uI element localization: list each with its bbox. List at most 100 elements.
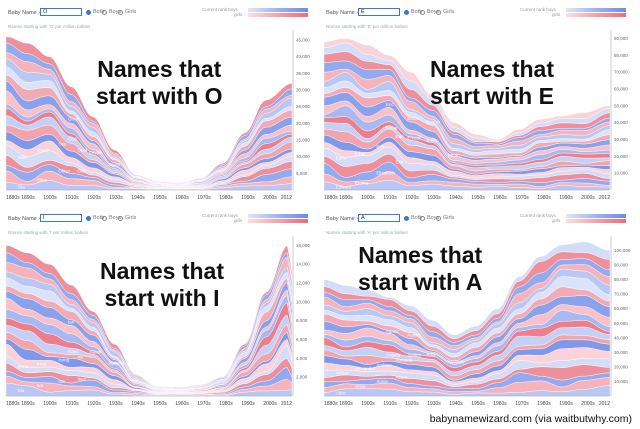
gender-radio-boys[interactable]: Boys xyxy=(420,9,439,15)
chart-subtitle: Names starting with 'A' per million babi… xyxy=(326,230,408,235)
y-tick-label: 4,000 xyxy=(296,356,308,361)
x-tick-label: 2000s xyxy=(263,195,277,201)
chart-subtitle: Names starting with 'I' per million babi… xyxy=(8,230,89,235)
x-tick-label: 1880s xyxy=(6,401,20,407)
radio-label: Boys xyxy=(427,215,440,221)
gender-radio-both[interactable]: Both xyxy=(404,9,422,15)
x-tick-label: 1960s xyxy=(493,401,507,407)
series-label: Ida xyxy=(18,388,25,393)
x-tick-label: 2000s xyxy=(263,401,277,407)
scale-swatch-boys xyxy=(248,8,308,12)
baby-name-input[interactable]: A xyxy=(358,214,400,222)
radio-label: Girls xyxy=(443,9,455,15)
x-tick-label: 2012 xyxy=(599,401,610,407)
x-tick-label: 1910s xyxy=(383,195,397,201)
radio-label: Girls xyxy=(443,215,455,221)
baby-name-input[interactable]: E xyxy=(358,8,400,16)
series-label: Ivan xyxy=(130,377,139,382)
chart-panel-i: Baby Name › I Both Boys Girls Current rank bo… xyxy=(4,210,316,410)
x-tick-label: 1950s xyxy=(471,401,485,407)
x-tick-label: 1960s xyxy=(493,195,507,201)
overlay-caption: Names that start with A xyxy=(358,242,482,296)
x-tick-label: 1910s xyxy=(383,401,397,407)
baby-name-input[interactable]: O xyxy=(40,8,82,16)
chart-subtitle: Names starting with 'E' per million babi… xyxy=(326,24,408,29)
x-tick-label: 1920s xyxy=(405,401,419,407)
y-tick-label: 14,000 xyxy=(296,262,310,267)
gender-radio-both[interactable]: Both xyxy=(86,9,104,15)
x-tick-label: 2012 xyxy=(599,195,610,201)
radio-dot-icon xyxy=(118,9,123,15)
x-tick-label: 1920s xyxy=(405,195,419,201)
gender-radio-girls[interactable]: Girls xyxy=(118,9,136,15)
y-tick-label: 30,000 xyxy=(614,350,628,355)
y-tick-label: 60,000 xyxy=(614,86,628,91)
chart-subtitle: Names starting with 'O' per million babi… xyxy=(8,24,91,29)
y-tick-label: 10,000 xyxy=(614,171,628,176)
chart-toolbar: Baby Name › A Both Boys Girls Current rank bo… xyxy=(322,210,634,226)
x-tick-label: 1990s xyxy=(241,401,255,407)
y-tick-label: 70,000 xyxy=(614,292,628,297)
x-tick-label: 1990s xyxy=(559,195,573,201)
series-label: Otto xyxy=(78,169,87,174)
overlay-caption: Names that start with E xyxy=(430,56,554,110)
gender-radio-boys[interactable]: Boys xyxy=(102,9,121,15)
chart-panel-o: Baby Name › O Both Boys Girls Current rank bo… xyxy=(4,4,316,204)
overlay-caption: Names that start with O xyxy=(96,56,223,110)
gender-radio-girls[interactable]: Girls xyxy=(436,9,454,15)
x-tick-label: 2000s xyxy=(581,401,595,407)
series-label: Annie xyxy=(376,379,388,384)
series-label: Irma xyxy=(37,361,46,366)
x-tick-label: 1920s xyxy=(87,195,101,201)
gender-radio-both[interactable]: Both xyxy=(404,215,422,221)
scale-label-girls: girls xyxy=(234,12,243,17)
x-tick-label: 1900s xyxy=(43,401,57,407)
radio-dot-icon xyxy=(404,215,409,221)
area-band xyxy=(323,241,611,339)
overlay-line: Names that xyxy=(358,242,483,268)
x-tick-label: 2000s xyxy=(581,195,595,201)
y-tick-label: 45,000 xyxy=(296,38,310,43)
radio-dot-icon xyxy=(420,215,425,221)
scale-swatch-boys xyxy=(566,214,626,218)
series-label: Eric xyxy=(386,102,394,107)
series-label: Irene xyxy=(18,364,29,369)
series-label: Inez xyxy=(78,376,87,381)
radio-dot-icon xyxy=(436,9,441,15)
y-tick-label: 50,000 xyxy=(614,321,628,326)
series-label: Angela xyxy=(386,352,401,357)
scale-label-girls: girls xyxy=(552,218,561,223)
x-tick-label: 1930s xyxy=(109,401,123,407)
gender-radio-girls[interactable]: Girls xyxy=(436,215,454,221)
y-tick-label: 10,000 xyxy=(614,379,628,384)
radio-dot-icon xyxy=(86,215,91,221)
chart-toolbar: Baby Name › E Both Boys Girls Current rank bo… xyxy=(322,4,634,20)
gender-radio-both[interactable]: Both xyxy=(86,215,104,221)
x-tick-label: 1910s xyxy=(65,401,79,407)
series-label: Ethan xyxy=(448,153,460,158)
overlay-line: start with A xyxy=(358,269,483,295)
gender-radio-boys[interactable]: Boys xyxy=(420,215,439,221)
y-tick-label: 30,000 xyxy=(296,88,310,93)
series-label: Evelyn xyxy=(427,120,441,125)
series-label: Alice xyxy=(336,391,346,396)
x-tick-label: 1890s xyxy=(339,195,353,201)
series-label: Eva xyxy=(376,144,384,149)
series-label: Amy xyxy=(427,352,437,357)
series-label: Anna xyxy=(355,384,366,389)
x-tick-label: 1890s xyxy=(21,401,35,407)
radio-dot-icon xyxy=(102,215,107,221)
series-label: Ollie xyxy=(18,155,27,160)
y-tick-label: 60,000 xyxy=(614,306,628,311)
series-label: Austin xyxy=(407,333,420,338)
radio-dot-icon xyxy=(420,9,425,15)
x-tick-label: 1910s xyxy=(65,195,79,201)
scale-label-girls: girls xyxy=(552,12,561,17)
radio-label: Girls xyxy=(125,215,137,221)
series-label: Anthony xyxy=(448,359,465,364)
series-label: Iva xyxy=(37,383,44,388)
baby-name-input[interactable]: I xyxy=(40,214,82,222)
stacked-area-chart: Ola Olive Oliver Otto Ollie Oscar Ora Opal Oral O… xyxy=(5,30,310,201)
gender-radio-boys[interactable]: Boys xyxy=(102,215,121,221)
gender-radio-girls[interactable]: Girls xyxy=(118,215,136,221)
